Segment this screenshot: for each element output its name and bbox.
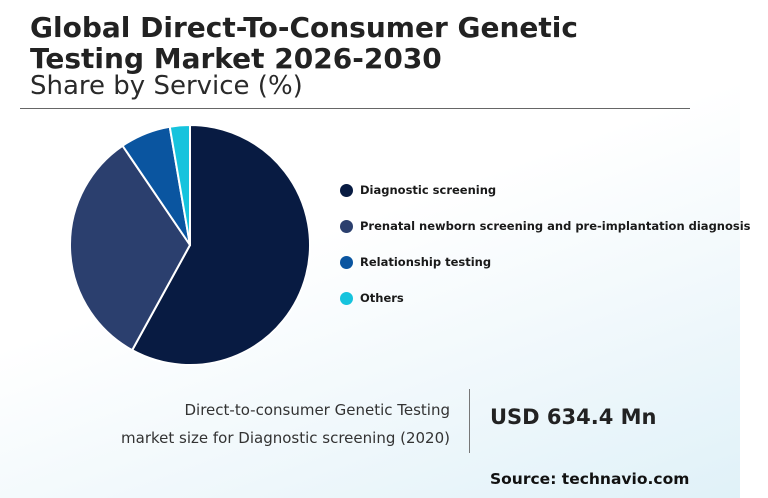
chart-subtitle: Share by Service (%) [30,71,303,101]
page-edge [740,0,768,498]
legend-item-relationship-testing: Relationship testing [340,244,768,280]
legend-item-prenatal-screening: Prenatal newborn screening and pre-impla… [340,208,768,244]
legend-item-diagnostic-screening: Diagnostic screening [340,172,768,208]
market-size-label: Direct-to-consumer Genetic Testing marke… [80,396,450,452]
title-divider [20,108,690,109]
pie-slice-others [168,123,191,246]
market-size-value: USD 634.4 Mn [490,405,657,429]
pie-slice-prenatal-screening [69,144,191,352]
legend-item-others: Others [340,280,768,316]
legend-marker [340,219,353,233]
legend: Diagnostic screening Prenatal newborn sc… [340,172,768,316]
legend-marker [340,183,353,197]
market-size-label-line1: Direct-to-consumer Genetic Testing [184,401,451,419]
source-credit: Source: technavio.com [490,470,690,488]
stat-separator [469,389,470,453]
legend-label: Prenatal newborn screening and pre-impla… [360,219,751,233]
legend-label: Relationship testing [360,255,492,269]
pie-chart [69,123,311,366]
legend-label: Others [360,291,404,305]
market-size-label-line2: market size for Diagnostic screening (20… [121,429,450,447]
legend-marker [340,291,353,305]
pie-slice-diagnostic-screening [131,124,311,366]
chart-title: Global Direct-To-Consumer Genetic Testin… [30,11,578,75]
legend-label: Diagnostic screening [360,183,497,197]
legend-marker [340,255,353,269]
